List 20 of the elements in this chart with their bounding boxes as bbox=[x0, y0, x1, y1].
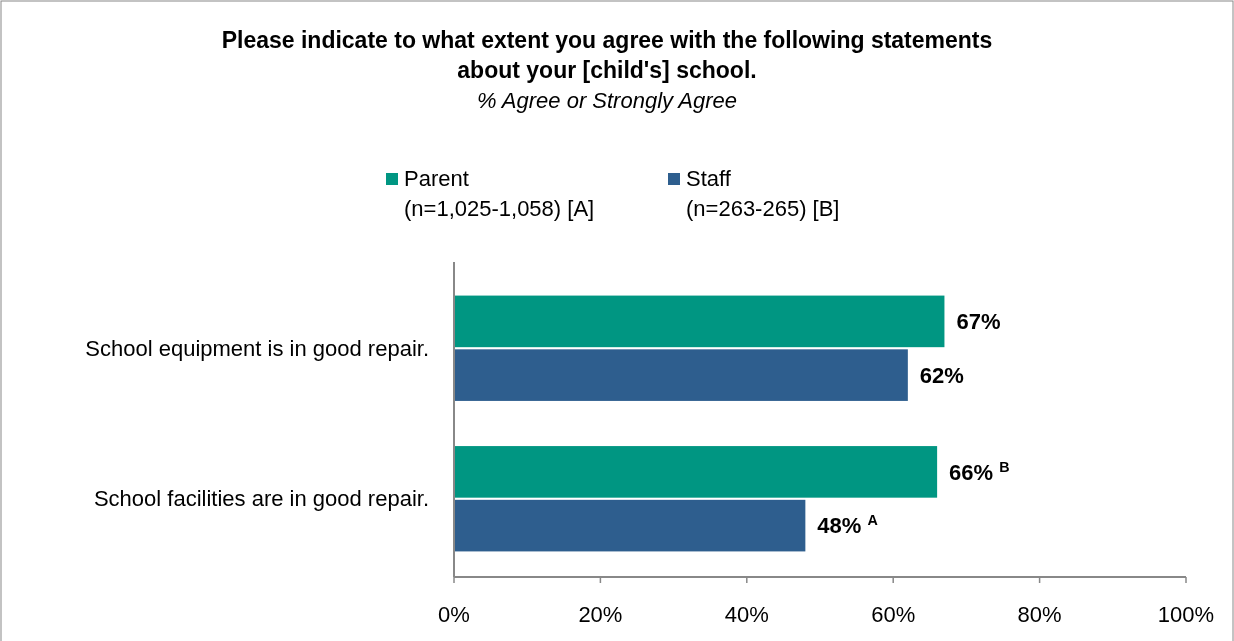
x-tick-label: 0% bbox=[438, 602, 470, 627]
y-tick-label: School equipment is in good repair. bbox=[85, 335, 429, 361]
x-tick-label: 60% bbox=[871, 602, 916, 627]
x-tick-label: 80% bbox=[1017, 602, 1062, 627]
chart-title: Please indicate to what extent you agree with the following statements about your [child's] school. bbox=[221, 27, 993, 83]
x-tick-label: 100% bbox=[1157, 602, 1215, 627]
bar bbox=[454, 446, 938, 498]
data-label: 62% bbox=[919, 362, 964, 388]
x-tick-label: 20% bbox=[578, 602, 623, 627]
y-tick-label: School facilities are in good repair. bbox=[93, 486, 429, 512]
bar bbox=[454, 349, 908, 401]
chart-subtitle: % Agree or Strongly Agree bbox=[476, 88, 738, 113]
legend-label: Parent (n=1,025-1,058) [A] bbox=[404, 166, 595, 221]
bar bbox=[454, 295, 945, 348]
legend-label: Staff (n=263-265) [B] bbox=[686, 166, 840, 221]
data-label: 66% $^{B}$ bbox=[949, 458, 1010, 485]
bar bbox=[454, 499, 806, 552]
x-tick-label: 40% bbox=[724, 602, 769, 627]
data-label: 48% $^{A}$ bbox=[817, 512, 878, 539]
data-label: 67% bbox=[956, 309, 1001, 335]
